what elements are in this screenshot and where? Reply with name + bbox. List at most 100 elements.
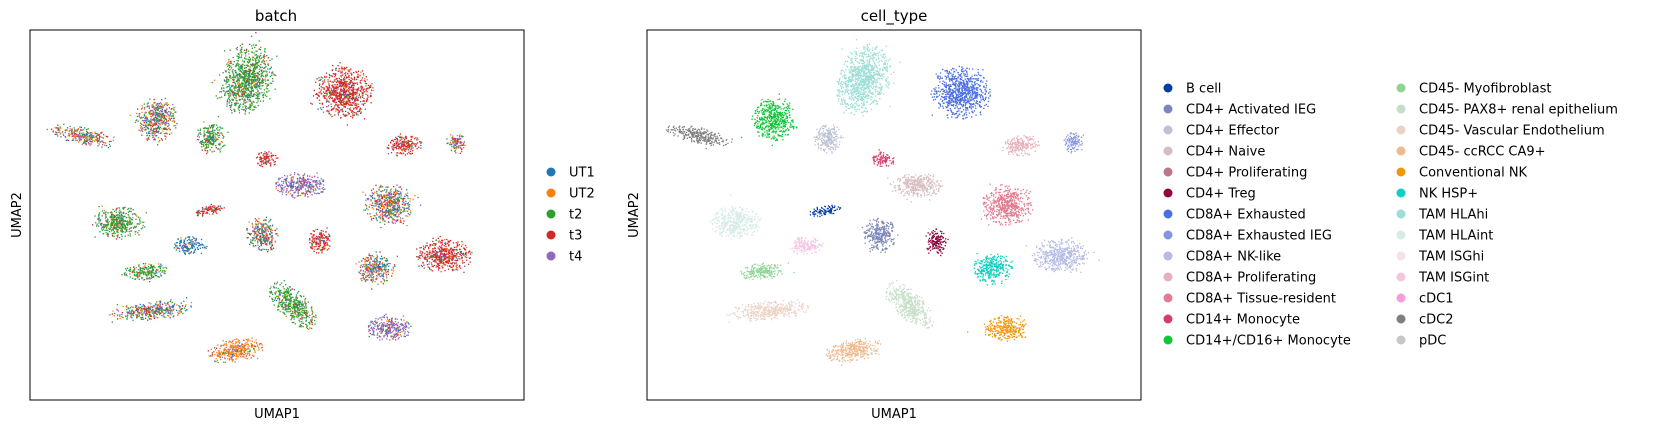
- point: [352, 115, 354, 117]
- point: [306, 185, 308, 187]
- point: [260, 69, 262, 71]
- point: [381, 204, 383, 206]
- point: [241, 65, 243, 67]
- point: [239, 105, 241, 107]
- point: [263, 60, 266, 63]
- point: [79, 140, 81, 142]
- point: [361, 91, 363, 94]
- point: [339, 68, 341, 70]
- point: [372, 188, 374, 190]
- point: [216, 124, 218, 126]
- point: [340, 109, 342, 111]
- point: [253, 52, 255, 54]
- point: [152, 112, 154, 114]
- point: [385, 191, 387, 193]
- point: [352, 89, 355, 92]
- point: [391, 200, 393, 202]
- point: [141, 227, 144, 229]
- point: [236, 100, 238, 102]
- point: [226, 99, 228, 101]
- point: [239, 91, 241, 93]
- point: [185, 250, 187, 253]
- point: [259, 66, 262, 69]
- point: [181, 245, 183, 247]
- point: [411, 144, 413, 146]
- point: [386, 190, 388, 192]
- point: [375, 212, 377, 214]
- point: [351, 78, 353, 80]
- point: [460, 138, 462, 140]
- point: [152, 106, 154, 108]
- point: [404, 150, 406, 152]
- point: [297, 186, 299, 188]
- point: [347, 70, 350, 72]
- point: [359, 97, 362, 99]
- point: [319, 107, 322, 109]
- point: [397, 219, 399, 221]
- point: [257, 242, 259, 244]
- point: [265, 160, 267, 162]
- point: [390, 209, 392, 211]
- point: [323, 94, 325, 97]
- point: [407, 139, 409, 142]
- point: [110, 216, 112, 219]
- point: [394, 215, 397, 217]
- point: [408, 151, 410, 153]
- point: [394, 211, 396, 213]
- point: [249, 66, 251, 68]
- point: [310, 191, 312, 193]
- point: [218, 136, 220, 138]
- point: [348, 97, 350, 99]
- point: [84, 134, 86, 136]
- point: [85, 140, 88, 143]
- point: [271, 245, 274, 247]
- point: [298, 194, 300, 196]
- point: [243, 87, 245, 89]
- point: [325, 76, 328, 78]
- point: [253, 95, 255, 97]
- point: [337, 95, 339, 97]
- point: [141, 129, 143, 131]
- point: [455, 143, 457, 145]
- point: [319, 102, 321, 105]
- point: [225, 71, 227, 73]
- point: [54, 127, 56, 129]
- point: [58, 128, 60, 130]
- point: [206, 137, 208, 139]
- point: [341, 90, 344, 92]
- point: [370, 199, 372, 201]
- point: [164, 135, 166, 138]
- point: [270, 164, 272, 166]
- point: [371, 219, 373, 221]
- point: [386, 197, 389, 199]
- point: [210, 138, 212, 141]
- point: [459, 145, 461, 147]
- point: [247, 88, 249, 90]
- point: [322, 179, 324, 181]
- point: [316, 97, 318, 99]
- point: [303, 183, 305, 185]
- point: [384, 204, 386, 206]
- point: [255, 227, 257, 230]
- point: [353, 94, 355, 96]
- point: [272, 247, 275, 249]
- point: [347, 98, 349, 100]
- point: [130, 230, 132, 232]
- point: [161, 109, 163, 111]
- point: [104, 226, 106, 229]
- point: [387, 199, 389, 201]
- point: [291, 185, 293, 187]
- point: [259, 235, 261, 237]
- point: [351, 95, 354, 97]
- point: [397, 192, 400, 195]
- point: [369, 94, 372, 97]
- point: [412, 142, 414, 144]
- point: [269, 233, 271, 236]
- point: [260, 244, 262, 247]
- point: [334, 90, 336, 93]
- point: [255, 75, 258, 77]
- point: [350, 72, 352, 74]
- point: [223, 207, 225, 209]
- point: [154, 115, 157, 117]
- point: [393, 219, 395, 221]
